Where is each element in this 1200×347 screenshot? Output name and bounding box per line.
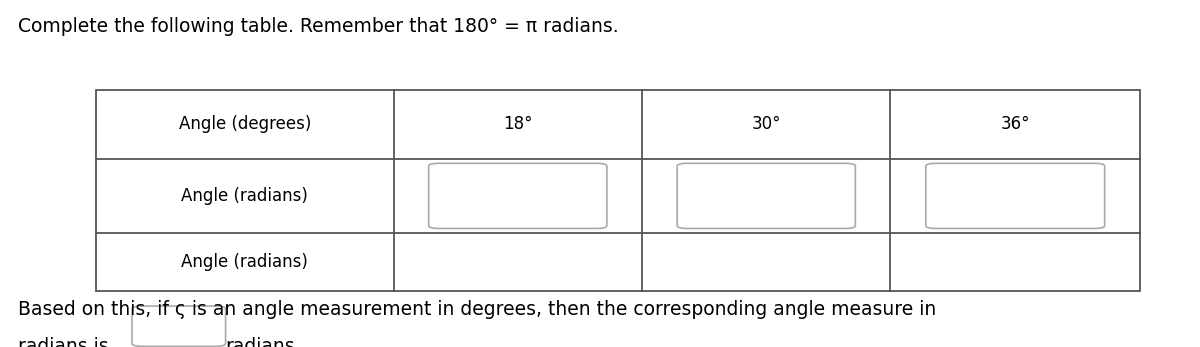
FancyBboxPatch shape [132,306,226,346]
Text: Angle (radians): Angle (radians) [181,253,308,271]
Text: Angle (degrees): Angle (degrees) [179,116,311,134]
Text: 36°: 36° [1001,116,1030,134]
FancyBboxPatch shape [677,163,856,228]
Text: radians is: radians is [18,337,109,347]
Text: radians.: radians. [226,337,301,347]
FancyBboxPatch shape [428,163,607,228]
Text: Complete the following table. Remember that 180° = π radians.: Complete the following table. Remember t… [18,17,619,36]
FancyBboxPatch shape [925,163,1105,228]
Text: Based on this, if ς is an angle measurement in degrees, then the corresponding a: Based on this, if ς is an angle measurem… [18,300,936,319]
Text: 18°: 18° [503,116,533,134]
Text: 30°: 30° [751,116,781,134]
Text: Angle (radians): Angle (radians) [181,187,308,205]
Bar [96,90,1140,291]
